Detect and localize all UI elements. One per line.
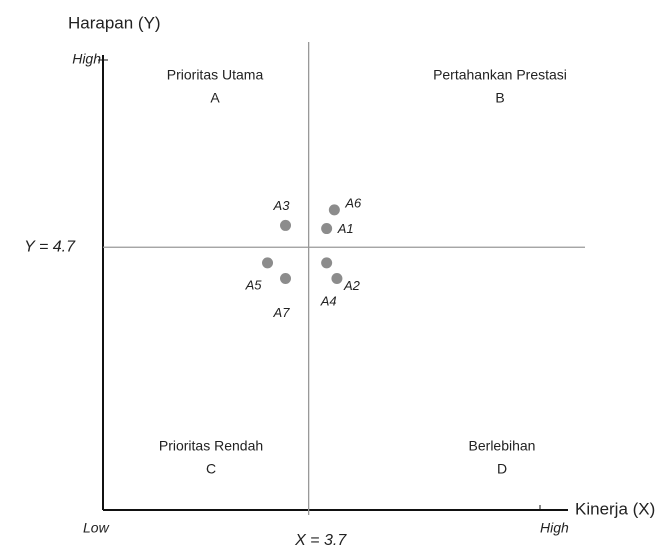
quadrant-name: Pertahankan Prestasi xyxy=(433,67,567,83)
quadrant-letter: D xyxy=(497,461,507,477)
y-axis-label: Harapan (Y) xyxy=(68,13,161,32)
quadrant-letter: A xyxy=(210,90,220,106)
quadrant-name: Prioritas Rendah xyxy=(159,438,263,454)
x-tick-label: Low xyxy=(83,520,110,536)
y-reference-label: Y = 4.7 xyxy=(24,239,76,256)
point-label: A5 xyxy=(245,277,263,292)
point xyxy=(280,219,292,231)
point-label: A7 xyxy=(273,305,291,320)
y-tick-label: High xyxy=(72,51,101,67)
point-label: A6 xyxy=(344,195,362,210)
point xyxy=(280,273,292,284)
x-tick-label: High xyxy=(540,520,569,536)
point xyxy=(331,273,343,284)
quadrant-name: Berlebihan xyxy=(469,438,536,454)
x-axis-label: Kinerja (X) xyxy=(575,499,655,518)
point xyxy=(328,204,340,216)
quadrant-letter: B xyxy=(495,90,504,106)
point xyxy=(321,257,333,269)
quadrant-letter: C xyxy=(206,461,216,477)
point-label: A1 xyxy=(337,221,354,236)
point xyxy=(262,257,274,269)
x-reference-label: X = 3.7 xyxy=(294,532,347,549)
point-label: A3 xyxy=(273,198,291,213)
point-label: A2 xyxy=(343,278,361,293)
quadrant-name: Prioritas Utama xyxy=(167,67,264,83)
point xyxy=(321,223,333,235)
point-label: A4 xyxy=(320,293,337,308)
